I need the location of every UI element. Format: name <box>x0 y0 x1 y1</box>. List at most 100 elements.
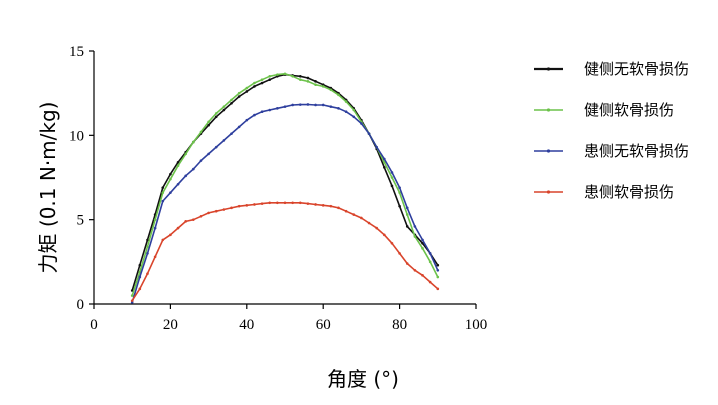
data-point <box>207 152 210 156</box>
y-axis-title: 力矩 (0.1 N·m/kg) <box>36 102 60 274</box>
data-point <box>436 263 440 267</box>
data-point <box>413 225 417 228</box>
data-point <box>214 112 218 115</box>
legend-item: 患侧软骨损伤 <box>534 183 674 201</box>
data-point <box>199 130 203 134</box>
legend-item: 患侧无软骨损伤 <box>534 142 689 160</box>
legend-item: 健侧软骨损伤 <box>534 101 674 119</box>
data-point <box>268 78 272 81</box>
data-point <box>298 201 302 205</box>
data-point <box>436 268 440 272</box>
data-point <box>398 252 401 255</box>
legend-label: 患侧无软骨损伤 <box>584 142 689 160</box>
data-point <box>367 221 371 225</box>
data-point <box>283 105 287 108</box>
data-point <box>298 78 302 81</box>
y-tick-label: 10 <box>69 128 84 144</box>
data-point <box>405 225 409 228</box>
x-tick-label: 60 <box>316 317 331 333</box>
data-point <box>421 238 424 242</box>
data-point <box>283 201 287 205</box>
data-point <box>207 120 210 124</box>
data-point <box>253 113 256 117</box>
data-point <box>146 238 149 242</box>
data-point <box>314 203 317 206</box>
data-point <box>383 157 386 161</box>
data-point <box>245 86 249 90</box>
data-point <box>146 252 149 255</box>
y-ticks: 0 5 10 15 <box>69 44 94 313</box>
data-point <box>360 122 363 125</box>
data-point <box>230 98 233 102</box>
data-point <box>383 233 386 237</box>
legend-marker <box>546 108 551 112</box>
data-point <box>176 182 180 186</box>
data-point <box>161 238 165 242</box>
data-point <box>337 93 340 97</box>
data-point <box>176 226 180 230</box>
data-point <box>214 145 218 149</box>
data-point <box>192 140 195 144</box>
data-point <box>146 272 149 275</box>
legend-item: 健侧无软骨损伤 <box>534 60 689 78</box>
x-axis-title: 角度 (°) <box>327 367 399 391</box>
data-point <box>383 166 386 169</box>
y-tick-label: 0 <box>77 297 85 313</box>
x-tick-label: 0 <box>90 317 98 333</box>
data-point <box>276 73 279 76</box>
data-point <box>237 204 241 208</box>
data-point <box>390 171 394 174</box>
data-point <box>375 226 378 230</box>
data-point <box>344 100 348 103</box>
data-point <box>291 75 294 78</box>
data-point <box>291 103 294 107</box>
data-point <box>268 75 272 78</box>
data-point <box>207 123 210 127</box>
data-point <box>260 110 264 114</box>
data-point <box>184 220 187 223</box>
data-point <box>176 164 180 167</box>
data-point <box>398 186 401 189</box>
data-point <box>268 108 272 112</box>
data-point <box>245 90 249 93</box>
data-point <box>169 172 172 176</box>
data-point <box>314 80 317 83</box>
data-point <box>138 263 142 267</box>
data-point <box>306 80 310 83</box>
data-point <box>298 75 302 78</box>
x-tick-label: 100 <box>465 317 488 333</box>
data-point <box>337 206 340 210</box>
data-point <box>428 280 432 284</box>
data-point <box>321 103 325 107</box>
data-point <box>291 201 294 205</box>
data-point <box>306 103 310 106</box>
data-point <box>153 255 157 259</box>
data-point <box>192 218 195 221</box>
data-point <box>199 159 203 162</box>
data-point <box>405 206 409 210</box>
series-3 <box>130 103 440 304</box>
data-point <box>230 132 233 135</box>
data-point <box>176 161 180 164</box>
data-point <box>260 81 264 85</box>
data-point <box>329 88 333 92</box>
data-point <box>344 110 348 114</box>
data-point <box>184 174 187 178</box>
y-tick-label: 15 <box>69 44 84 60</box>
data-point <box>405 262 409 265</box>
data-point <box>130 294 134 297</box>
series-group <box>130 72 440 304</box>
legend-marker <box>546 149 551 153</box>
data-point <box>352 108 356 112</box>
data-point <box>253 81 256 85</box>
data-point <box>237 91 241 95</box>
data-point <box>153 218 157 221</box>
data-point <box>413 235 417 238</box>
y-tick-label: 5 <box>77 213 85 229</box>
data-point <box>161 191 165 194</box>
series-line <box>131 202 439 302</box>
x-ticks: 0 20 40 60 80 100 <box>90 304 487 333</box>
data-point <box>436 275 440 279</box>
data-point <box>199 214 203 218</box>
